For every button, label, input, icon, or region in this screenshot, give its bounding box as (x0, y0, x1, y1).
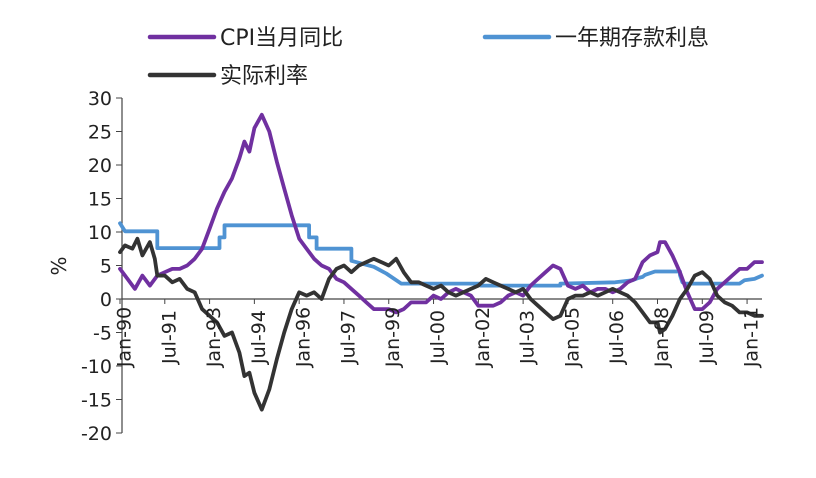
x-tick-label: Jan-96 (293, 307, 315, 368)
series-line-2 (118, 236, 764, 412)
series-line-1 (118, 221, 764, 288)
legend-label-0: CPI当月同比 (220, 26, 343, 51)
y-tick-label: -20 (81, 423, 112, 445)
y-axis-tick-labels: 30 25 20 15 10 5 0 -5 -10 -15 -20 (81, 88, 112, 445)
axes (116, 97, 762, 434)
y-tick-label: 10 (88, 222, 112, 244)
x-tick-label: Jan-05 (561, 307, 583, 368)
x-tick-label: Jul-94 (248, 310, 270, 365)
x-tick-label: Jul-97 (337, 310, 359, 365)
legend-label-1: 一年期存款利息 (555, 26, 709, 51)
x-tick-label: Jan-08 (651, 307, 673, 368)
y-tick-label: -5 (93, 323, 112, 345)
y-tick-label: 20 (88, 155, 112, 177)
y-tick-label: 0 (100, 289, 112, 311)
x-tick-label: Jul-06 (606, 310, 628, 365)
x-axis-tick-labels: Jan-90 Jul-91 Jan-93 Jul-94 Jan-96 Jul-97 Jan-… (114, 307, 763, 368)
x-tick-label: Jul-91 (158, 310, 180, 365)
y-tick-label: 5 (100, 256, 112, 278)
x-tick-label: Jan-99 (382, 307, 404, 368)
legend-label-2: 实际利率 (220, 64, 308, 89)
y-tick-label: 15 (88, 189, 112, 211)
x-tick-label: Jan-93 (203, 307, 225, 368)
series-lines (118, 112, 764, 412)
y-tick-label: 25 (88, 122, 112, 144)
y-tick-label: -15 (81, 390, 112, 412)
x-tick-label: Jul-09 (696, 310, 718, 365)
x-tick-label: Jan-02 (472, 307, 494, 368)
x-tick-label: Jul-00 (427, 310, 449, 365)
x-tick-label: Jul-03 (517, 310, 539, 365)
y-axis-title: % (47, 256, 71, 275)
x-tick-label: Jan-90 (114, 307, 136, 368)
x-tick-label: Jan-11 (741, 307, 763, 368)
y-tick-label: 30 (88, 88, 112, 110)
series-line-0 (118, 112, 764, 315)
y-tick-label: -10 (81, 356, 112, 378)
